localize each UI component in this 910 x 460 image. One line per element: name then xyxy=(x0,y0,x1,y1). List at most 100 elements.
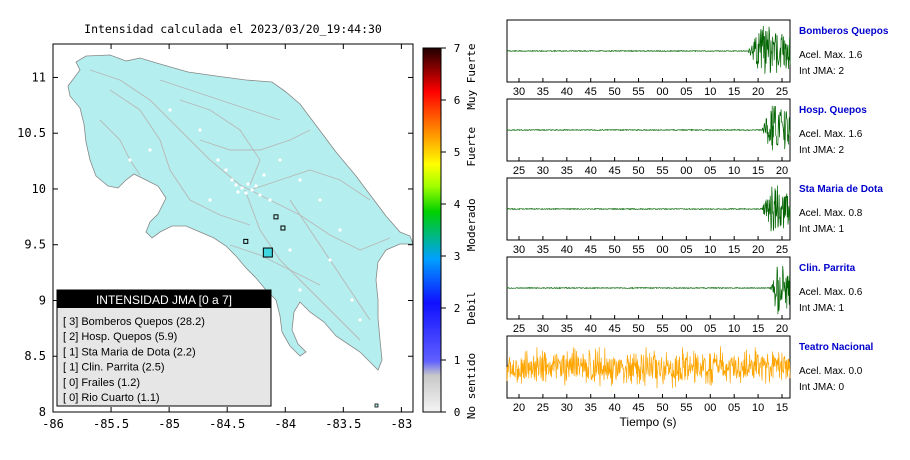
legend-item: [ 1] Sta Maria de Dota (2.2) xyxy=(63,346,196,358)
max-acceleration: Acel. Max. 1.6 xyxy=(799,129,863,140)
map-y-tick-label: 8.5 xyxy=(24,349,46,363)
waveform-tick-label: 20 xyxy=(513,402,525,414)
waveform-panel: 25 30 35 40 45 50 55 00 05 10 15 20 Hosp. Quepos Acel… xyxy=(506,98,867,177)
map-x-tick-label: -83.5 xyxy=(325,417,361,431)
waveform-tick-label: 55 xyxy=(656,323,668,335)
jma-intensity: Int JMA: 2 xyxy=(799,66,844,77)
waveform-xlabel: Tiempo (s) xyxy=(620,415,677,429)
waveform-tick-label: 55 xyxy=(632,86,644,98)
waveform-tick-label: 35 xyxy=(561,165,573,177)
land-mass xyxy=(67,54,413,371)
waveform-tick-label: 55 xyxy=(632,244,644,256)
waveform-trace xyxy=(506,185,791,232)
legend-item: [ 0] Rio Cuarto (1.1) xyxy=(63,392,160,404)
waveform-tick-label: 05 xyxy=(728,402,740,414)
map-x-tick-label: -86 xyxy=(42,417,64,431)
max-acceleration: Acel. Max. 0.0 xyxy=(799,366,863,377)
waveform-tick-label: 40 xyxy=(561,86,573,98)
station-name: Teatro Nacional xyxy=(799,342,873,353)
waveform-tick-label: 15 xyxy=(776,402,788,414)
waveform-tick-label: 20 xyxy=(776,165,788,177)
colorbar-tick-label: 6 xyxy=(454,94,461,107)
waveform-panel: 20 25 30 35 40 45 50 55 00 05 10 15 Teatro Nacional A… xyxy=(506,335,873,414)
map-y-tick-label: 9.5 xyxy=(24,238,46,252)
station-name: Sta Maria de Dota xyxy=(799,184,883,195)
waveform-trace xyxy=(506,25,791,74)
station-name: Bomberos Quepos xyxy=(799,26,889,37)
waveform-tick-label: 55 xyxy=(656,165,668,177)
map-y-tick-label: 11 xyxy=(32,70,46,84)
waveform-tick-label: 20 xyxy=(776,323,788,335)
station-name: Clin. Parrita xyxy=(799,263,856,274)
waveform-tick-label: 05 xyxy=(704,323,716,335)
colorbar-class-label: No sentido xyxy=(465,353,478,419)
waveform-tick-label: 10 xyxy=(728,165,740,177)
waveform-tick-label: 50 xyxy=(632,323,644,335)
seismic-network-points xyxy=(128,108,362,322)
waveform-tick-label: 15 xyxy=(728,244,740,256)
waveform-tick-label: 35 xyxy=(537,86,549,98)
legend-title: INTENSIDAD JMA [0 a 7] xyxy=(96,293,232,307)
waveform-tick-label: 25 xyxy=(513,165,525,177)
jma-intensity: Int JMA: 1 xyxy=(799,224,844,235)
jma-intensity: Int JMA: 2 xyxy=(799,145,844,156)
waveform-tick-label: 00 xyxy=(656,244,668,256)
waveform-tick-label: 10 xyxy=(704,86,716,98)
colorbar-class-label: Fuerte xyxy=(465,127,478,167)
waveform-tick-label: 00 xyxy=(704,402,716,414)
max-acceleration: Acel. Max. 0.6 xyxy=(799,287,863,298)
waveform-tick-label: 35 xyxy=(537,244,549,256)
colorbar-tick-label: 0 xyxy=(454,406,461,419)
legend-item: [ 0] Frailes (1.2) xyxy=(63,377,140,389)
waveform-tick-label: 50 xyxy=(609,86,621,98)
station-marker xyxy=(243,238,249,244)
waveform-tick-label: 25 xyxy=(513,323,525,335)
waveform-tick-label: 30 xyxy=(561,402,573,414)
waveform-tick-label: 45 xyxy=(585,244,597,256)
max-acceleration: Acel. Max. 0.8 xyxy=(799,208,863,219)
waveform-tick-label: 00 xyxy=(680,323,692,335)
max-acceleration: Acel. Max. 1.6 xyxy=(799,50,863,61)
map-x-tick-label: -83 xyxy=(391,417,413,431)
station-marker xyxy=(280,225,286,231)
waveform-panel: 30 35 40 45 50 55 00 05 10 15 20 25 Sta Maria de Dot… xyxy=(506,177,883,256)
waveform-tick-label: 45 xyxy=(609,165,621,177)
jma-intensity: Int JMA: 1 xyxy=(799,303,844,314)
waveform-tick-label: 40 xyxy=(561,244,573,256)
colorbar-tick-label: 7 xyxy=(454,42,461,55)
waveform-tick-label: 40 xyxy=(585,165,597,177)
map-y-tick-label: 10.5 xyxy=(17,126,46,140)
waveform-tick-label: 55 xyxy=(680,402,692,414)
waveform-tick-label: 30 xyxy=(513,244,525,256)
colorbar-tick-label: 5 xyxy=(454,146,461,159)
waveform-tick-label: 50 xyxy=(632,165,644,177)
waveform-panel: 25 30 35 40 45 50 55 00 05 10 15 20 Clin. Parrita Ace… xyxy=(506,256,863,335)
colorbar-class-label: Moderado xyxy=(465,198,478,251)
waveform-panels: 30 35 40 45 50 55 00 05 10 15 20 25 Bomberos Quepos A… xyxy=(506,19,889,414)
waveform-tick-label: 50 xyxy=(609,244,621,256)
colorbar-tick-label: 1 xyxy=(454,354,461,367)
waveform-tick-label: 40 xyxy=(585,323,597,335)
station-name: Hosp. Quepos xyxy=(799,105,867,116)
map-x-tick-label: -85.5 xyxy=(93,417,129,431)
colorbar-tick-label: 2 xyxy=(454,302,461,315)
waveform-tick-label: 30 xyxy=(537,323,549,335)
waveform-tick-label: 15 xyxy=(728,86,740,98)
map-y-tick-label: 10 xyxy=(32,182,46,196)
map-legend: INTENSIDAD JMA [0 a 7] [ 3] Bomberos Que… xyxy=(56,289,272,407)
station-marker xyxy=(273,214,279,220)
colorbar-class-label: Muy Fuerte xyxy=(465,43,478,109)
map-y-tick-label: 8 xyxy=(39,405,46,419)
waveform-tick-label: 30 xyxy=(513,86,525,98)
waveform-panel: 30 35 40 45 50 55 00 05 10 15 20 25 Bomberos Quepos A… xyxy=(506,19,889,98)
map-x-tick-label: -85 xyxy=(158,417,180,431)
legend-item: [ 3] Bomberos Quepos (28.2) xyxy=(63,316,205,328)
waveform-tick-label: 00 xyxy=(656,86,668,98)
waveform-tick-label: 00 xyxy=(680,165,692,177)
waveform-tick-label: 10 xyxy=(752,402,764,414)
station-rio-cuarto xyxy=(374,403,379,408)
legend-item: [ 1] Clin. Parrita (2.5) xyxy=(63,362,164,374)
waveform-tick-label: 05 xyxy=(680,244,692,256)
waveform-tick-label: 15 xyxy=(752,323,764,335)
